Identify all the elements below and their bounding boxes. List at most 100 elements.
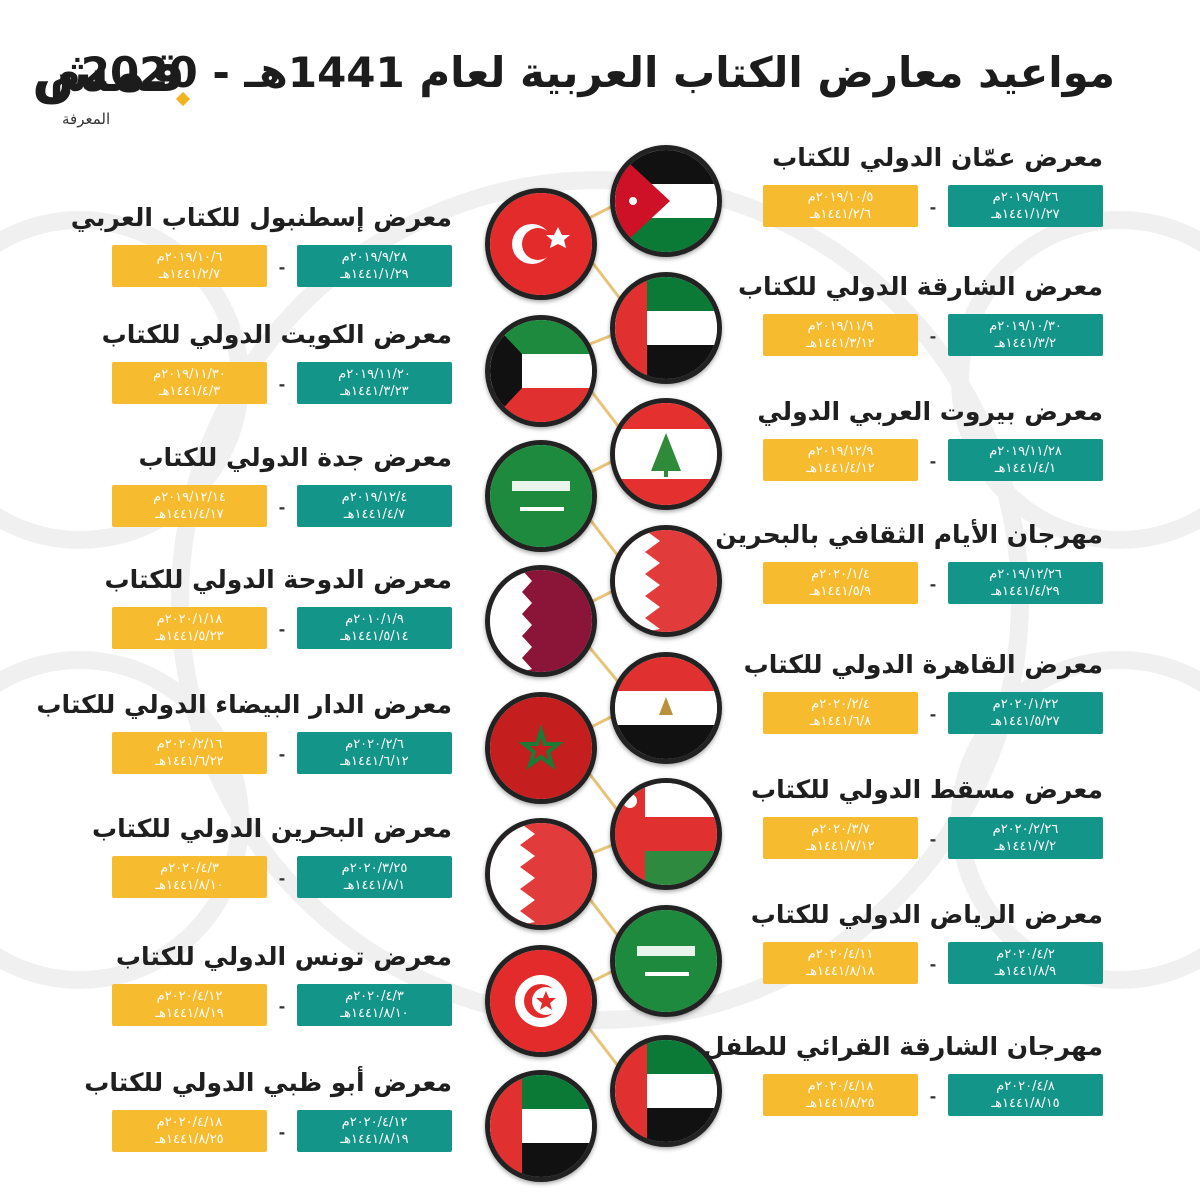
start-date-box: ٢٠٢٠/٤/٨م ١٤٤١/٨/١٥هـ xyxy=(948,1074,1103,1116)
end-gregorian: ٢٠١٩/١١/٣٠م xyxy=(153,367,226,382)
end-hijri: ١٤٤١/٧/١٢هـ xyxy=(806,839,875,854)
start-gregorian: ٢٠١٠/١/٩م xyxy=(345,612,404,627)
end-gregorian: ٢٠٢٠/٤/١٢م xyxy=(156,989,223,1004)
lebanon-flag-icon xyxy=(610,398,722,510)
fair-name: معرض تونس الدولي للكتاب xyxy=(115,942,452,971)
fair-name: معرض القاهرة الدولي للكتاب xyxy=(743,650,1103,679)
start-hijri: ١٤٤١/٥/٢٧هـ xyxy=(991,714,1060,729)
start-date-box: ٢٠٢٠/٢/٦م ١٤٤١/٦/١٢هـ xyxy=(297,732,452,774)
end-hijri: ١٤٤١/٢/٧هـ xyxy=(158,267,221,282)
fair-doha: معرض الدوحة الدولي للكتاب ٢٠١٠/١/٩م ١٤٤١/… xyxy=(104,565,452,690)
end-date-box: ٢٠١٩/١٠/٦م ١٤٤١/٢/٧هـ xyxy=(112,245,267,287)
fair-bahrain: معرض البحرين الدولي للكتاب ٢٠٢٠/٣/٢٥م ١٤٤… xyxy=(92,814,452,939)
fair-sharjah: معرض الشارقة الدولي للكتاب ٢٠١٩/١٠/٣٠م ١٤… xyxy=(738,272,1103,397)
end-hijri: ١٤٤١/٤/١٧هـ xyxy=(155,507,224,522)
end-hijri: ١٤٤١/٨/٢٥هـ xyxy=(806,1096,875,1111)
end-gregorian: ٢٠٢٠/١/١٨م xyxy=(156,612,223,627)
turkey-flag-icon xyxy=(485,188,597,300)
uae-flag-icon xyxy=(610,1035,722,1147)
start-date-box: ٢٠١٩/٩/٢٦م ١٤٤١/١/٢٧هـ xyxy=(948,185,1103,227)
fair-istanbul: معرض إسطنبول للكتاب العربي ٢٠١٩/٩/٢٨م ١٤٤… xyxy=(70,203,452,328)
date-separator: - xyxy=(278,869,286,888)
kuwait-flag-icon xyxy=(485,315,597,427)
date-separator: - xyxy=(929,575,937,594)
end-date-box: ٢٠١٩/١٢/١٤م ١٤٤١/٤/١٧هـ xyxy=(112,485,267,527)
saudi-flag-icon xyxy=(485,440,597,552)
end-hijri: ١٤٤١/٣/١٢هـ xyxy=(806,336,875,351)
start-gregorian: ٢٠١٩/١١/٢٠م xyxy=(338,367,411,382)
uae-flag-icon xyxy=(485,1070,597,1182)
end-gregorian: ٢٠٢٠/٤/١١م xyxy=(807,947,874,962)
fair-muscat: معرض مسقط الدولي للكتاب ٢٠٢٠/٢/٢٦م ١٤٤١/٧… xyxy=(751,775,1103,900)
end-date-box: ٢٠٢٠/٤/١٨م ١٤٤١/٨/٢٥هـ xyxy=(112,1110,267,1152)
end-date-box: ٢٠٢٠/٤/١١م ١٤٤١/٨/١٨هـ xyxy=(763,942,918,984)
date-separator: - xyxy=(278,1123,286,1142)
start-hijri: ١٤٤١/٣/٢٣هـ xyxy=(340,384,409,399)
end-date-box: ٢٠٢٠/٣/٧م ١٤٤١/٧/١٢هـ xyxy=(763,817,918,859)
end-date-box: ٢٠٢٠/٢/١٦م ١٤٤١/٦/٢٢هـ xyxy=(112,732,267,774)
start-gregorian: ٢٠١٩/١٢/٤م xyxy=(341,490,408,505)
end-gregorian: ٢٠٢٠/٣/٧م xyxy=(811,822,870,837)
end-hijri: ١٤٤١/٤/١٢هـ xyxy=(806,461,875,476)
start-date-box: ٢٠١٩/١١/٢٠م ١٤٤١/٣/٢٣هـ xyxy=(297,362,452,404)
end-gregorian: ٢٠١٩/١٠/٥م xyxy=(807,190,874,205)
fair-name: معرض الدار البيضاء الدولي للكتاب xyxy=(36,690,452,719)
end-date-box: ٢٠٢٠/٤/٣م ١٤٤١/٨/١٠هـ xyxy=(112,856,267,898)
end-hijri: ١٤٤١/٥/٩هـ xyxy=(809,584,872,599)
fair-name: معرض الدوحة الدولي للكتاب xyxy=(104,565,452,594)
fair-name: معرض الرياض الدولي للكتاب xyxy=(750,900,1103,929)
start-date-box: ٢٠١٩/١٢/٢٦م ١٤٤١/٤/٢٩هـ xyxy=(948,562,1103,604)
fair-amman: معرض عمّان الدولي للكتاب ٢٠١٩/٩/٢٦م ١٤٤١/… xyxy=(763,143,1103,268)
start-date-box: ٢٠٢٠/١/٢٢م ١٤٤١/٥/٢٧هـ xyxy=(948,692,1103,734)
start-date-box: ٢٠٢٠/٤/٢م ١٤٤١/٨/٩هـ xyxy=(948,942,1103,984)
date-separator: - xyxy=(929,830,937,849)
fair-cairo: معرض القاهرة الدولي للكتاب ٢٠٢٠/١/٢٢م ١٤٤… xyxy=(743,650,1103,775)
start-hijri: ١٤٤١/٦/١٢هـ xyxy=(340,754,409,769)
date-separator: - xyxy=(929,452,937,471)
oman-flag-icon xyxy=(610,778,722,890)
date-separator: - xyxy=(929,327,937,346)
tunisia-flag-icon xyxy=(485,945,597,1057)
end-date-box: ٢٠٢٠/١/١٨م ١٤٤١/٥/٢٣هـ xyxy=(112,607,267,649)
fair-name: معرض الكويت الدولي للكتاب xyxy=(101,320,452,349)
start-gregorian: ٢٠٢٠/١/٢٢م xyxy=(992,697,1059,712)
end-date-box: ٢٠٢٠/٤/١٨م ١٤٤١/٨/٢٥هـ xyxy=(763,1074,918,1116)
end-hijri: ١٤٤١/٨/٢٥هـ xyxy=(155,1132,224,1147)
fair-name: معرض البحرين الدولي للكتاب xyxy=(92,814,452,843)
bahrain-flag-icon xyxy=(610,525,722,637)
fair-sharjah-children: مهرجان الشارقة القرائي للطفل ٢٠٢٠/٤/٨م ١٤… xyxy=(702,1032,1103,1157)
start-gregorian: ٢٠٢٠/٢/٢٦م xyxy=(992,822,1059,837)
start-hijri: ١٤٤١/٤/٢٩هـ xyxy=(991,584,1060,599)
logo: قمش المعرفة xyxy=(28,38,191,138)
end-hijri: ١٤٤١/٨/١٨هـ xyxy=(806,964,875,979)
start-gregorian: ٢٠٢٠/٤/١٢م xyxy=(341,1115,408,1130)
fair-name: مهرجان الشارقة القرائي للطفل xyxy=(702,1032,1103,1061)
morocco-flag-icon xyxy=(485,692,597,804)
start-hijri: ١٤٤١/٨/٩هـ xyxy=(994,964,1057,979)
page-title: مواعيد معارض الكتاب العربية لعام 1441هـ … xyxy=(50,48,1115,97)
uae-flag-icon xyxy=(610,272,722,384)
start-date-box: ٢٠١٩/١٢/٤م ١٤٤١/٤/٧هـ xyxy=(297,485,452,527)
start-date-box: ٢٠٢٠/٣/٢٥م ١٤٤١/٨/١هـ xyxy=(297,856,452,898)
end-hijri: ١٤٤١/٤/٣هـ xyxy=(158,384,221,399)
fair-casablanca: معرض الدار البيضاء الدولي للكتاب ٢٠٢٠/٢/… xyxy=(36,690,452,815)
date-separator: - xyxy=(929,198,937,217)
start-date-box: ٢٠١٩/٩/٢٨م ١٤٤١/١/٢٩هـ xyxy=(297,245,452,287)
fair-abu-dhabi: معرض أبو ظبي الدولي للكتاب ٢٠٢٠/٤/١٢م ١٤٤… xyxy=(84,1068,452,1193)
end-gregorian: ٢٠٢٠/٤/١٨م xyxy=(807,1079,874,1094)
start-hijri: ١٤٤١/٧/٢هـ xyxy=(994,839,1057,854)
date-separator: - xyxy=(929,1087,937,1106)
bahrain-flag-icon xyxy=(485,818,597,930)
end-hijri: ١٤٤١/٨/١٩هـ xyxy=(155,1006,224,1021)
end-hijri: ١٤٤١/٥/٢٣هـ xyxy=(155,629,224,644)
end-date-box: ٢٠٢٠/١/٤م ١٤٤١/٥/٩هـ xyxy=(763,562,918,604)
start-gregorian: ٢٠٢٠/٤/٢م xyxy=(996,947,1055,962)
end-gregorian: ٢٠١٩/١٢/١٤م xyxy=(153,490,226,505)
fair-name: معرض بيروت العربي الدولي xyxy=(757,397,1103,426)
end-date-box: ٢٠٢٠/٢/٤م ١٤٤١/٦/٨هـ xyxy=(763,692,918,734)
fair-name: معرض عمّان الدولي للكتاب xyxy=(772,143,1103,172)
end-hijri: ١٤٤١/٦/٨هـ xyxy=(809,714,872,729)
fair-name: معرض إسطنبول للكتاب العربي xyxy=(70,203,452,232)
date-separator: - xyxy=(278,498,286,517)
start-gregorian: ٢٠١٩/٩/٢٦م xyxy=(992,190,1059,205)
